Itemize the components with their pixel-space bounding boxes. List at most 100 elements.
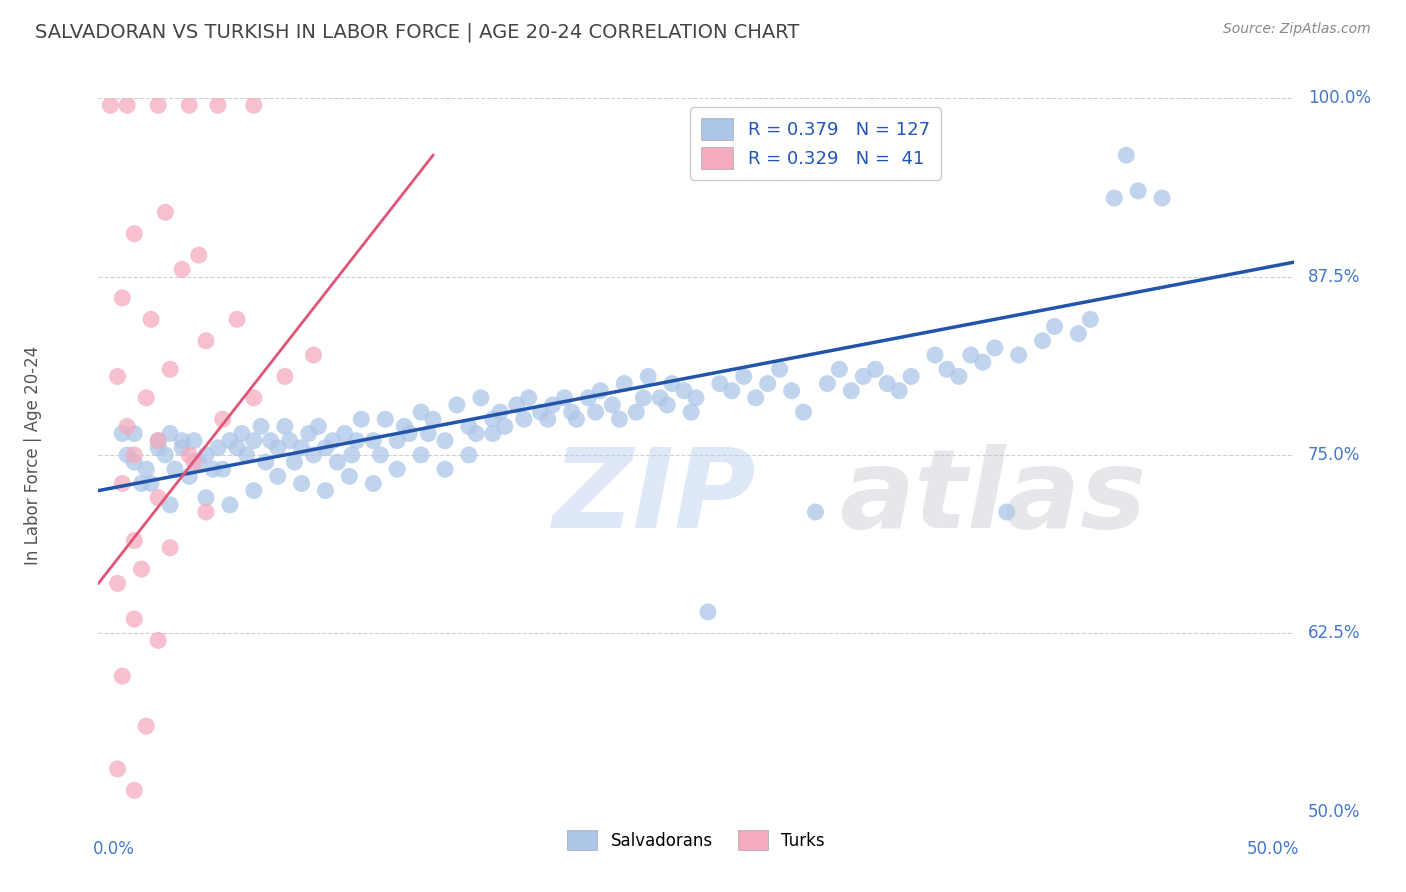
Point: [457, 448, 479, 462]
Point: [1067, 326, 1090, 341]
Point: [983, 341, 1005, 355]
Point: [242, 98, 264, 112]
Text: 0.0%: 0.0%: [93, 840, 135, 858]
Point: [148, 441, 170, 455]
Text: 100.0%: 100.0%: [1308, 89, 1371, 107]
Point: [585, 405, 607, 419]
Point: [115, 419, 138, 434]
Point: [183, 434, 205, 448]
Point: [107, 369, 129, 384]
Point: [948, 369, 970, 384]
Point: [307, 419, 329, 434]
Point: [554, 391, 576, 405]
Point: [385, 434, 409, 448]
Point: [267, 441, 290, 455]
Point: [124, 448, 146, 462]
Point: [839, 384, 862, 398]
Point: [131, 476, 153, 491]
Legend: Salvadorans, Turks: Salvadorans, Turks: [561, 823, 831, 857]
Point: [1007, 348, 1029, 362]
Point: [139, 312, 162, 326]
Point: [374, 412, 396, 426]
Point: [131, 562, 153, 576]
Point: [411, 405, 433, 419]
Point: [513, 412, 536, 426]
Point: [242, 483, 264, 498]
Point: [211, 412, 233, 426]
Text: 50.0%: 50.0%: [1247, 840, 1299, 858]
Point: [155, 448, 177, 462]
Point: [489, 405, 512, 419]
Point: [768, 362, 790, 376]
Point: [1043, 319, 1066, 334]
Point: [148, 434, 170, 448]
Point: [159, 426, 181, 441]
Point: [648, 391, 672, 405]
Point: [681, 405, 703, 419]
Point: [637, 369, 659, 384]
Point: [111, 840, 134, 855]
Point: [172, 262, 194, 277]
Point: [793, 405, 815, 419]
Text: 50.0%: 50.0%: [1308, 803, 1360, 821]
Point: [124, 455, 146, 469]
Point: [609, 412, 631, 426]
Point: [124, 612, 146, 626]
Point: [290, 476, 312, 491]
Point: [326, 455, 349, 469]
Point: [457, 419, 479, 434]
Point: [315, 441, 337, 455]
Point: [254, 455, 277, 469]
Point: [155, 205, 177, 219]
Text: 62.5%: 62.5%: [1308, 624, 1361, 642]
Point: [226, 441, 249, 455]
Point: [506, 398, 529, 412]
Point: [350, 412, 373, 426]
Point: [274, 419, 297, 434]
Point: [465, 426, 488, 441]
Point: [481, 412, 505, 426]
Point: [115, 98, 138, 112]
Point: [135, 391, 157, 405]
Point: [219, 498, 242, 512]
Point: [398, 426, 420, 441]
Point: [250, 419, 273, 434]
Point: [172, 441, 194, 455]
Point: [172, 434, 194, 448]
Point: [179, 98, 201, 112]
Point: [194, 448, 217, 462]
Point: [202, 462, 225, 476]
Point: [959, 348, 981, 362]
Point: [290, 441, 312, 455]
Point: [1102, 191, 1125, 205]
Point: [411, 448, 433, 462]
Point: [211, 462, 233, 476]
Point: [124, 533, 146, 548]
Point: [600, 398, 623, 412]
Point: [207, 98, 229, 112]
Point: [494, 419, 516, 434]
Point: [302, 348, 325, 362]
Point: [107, 762, 129, 776]
Point: [936, 362, 959, 376]
Point: [565, 412, 588, 426]
Point: [924, 348, 946, 362]
Point: [589, 384, 612, 398]
Text: Source: ZipAtlas.com: Source: ZipAtlas.com: [1223, 22, 1371, 37]
Point: [756, 376, 779, 391]
Point: [433, 462, 456, 476]
Point: [148, 491, 170, 505]
Point: [148, 633, 170, 648]
Text: SALVADORAN VS TURKISH IN LABOR FORCE | AGE 20-24 CORRELATION CHART: SALVADORAN VS TURKISH IN LABOR FORCE | A…: [35, 22, 800, 42]
Point: [135, 876, 157, 890]
Point: [194, 491, 217, 505]
Point: [394, 419, 416, 434]
Point: [194, 505, 217, 519]
Point: [780, 384, 803, 398]
Point: [135, 719, 157, 733]
Point: [274, 369, 297, 384]
Point: [470, 391, 492, 405]
Point: [863, 362, 886, 376]
Point: [673, 384, 696, 398]
Point: [624, 405, 647, 419]
